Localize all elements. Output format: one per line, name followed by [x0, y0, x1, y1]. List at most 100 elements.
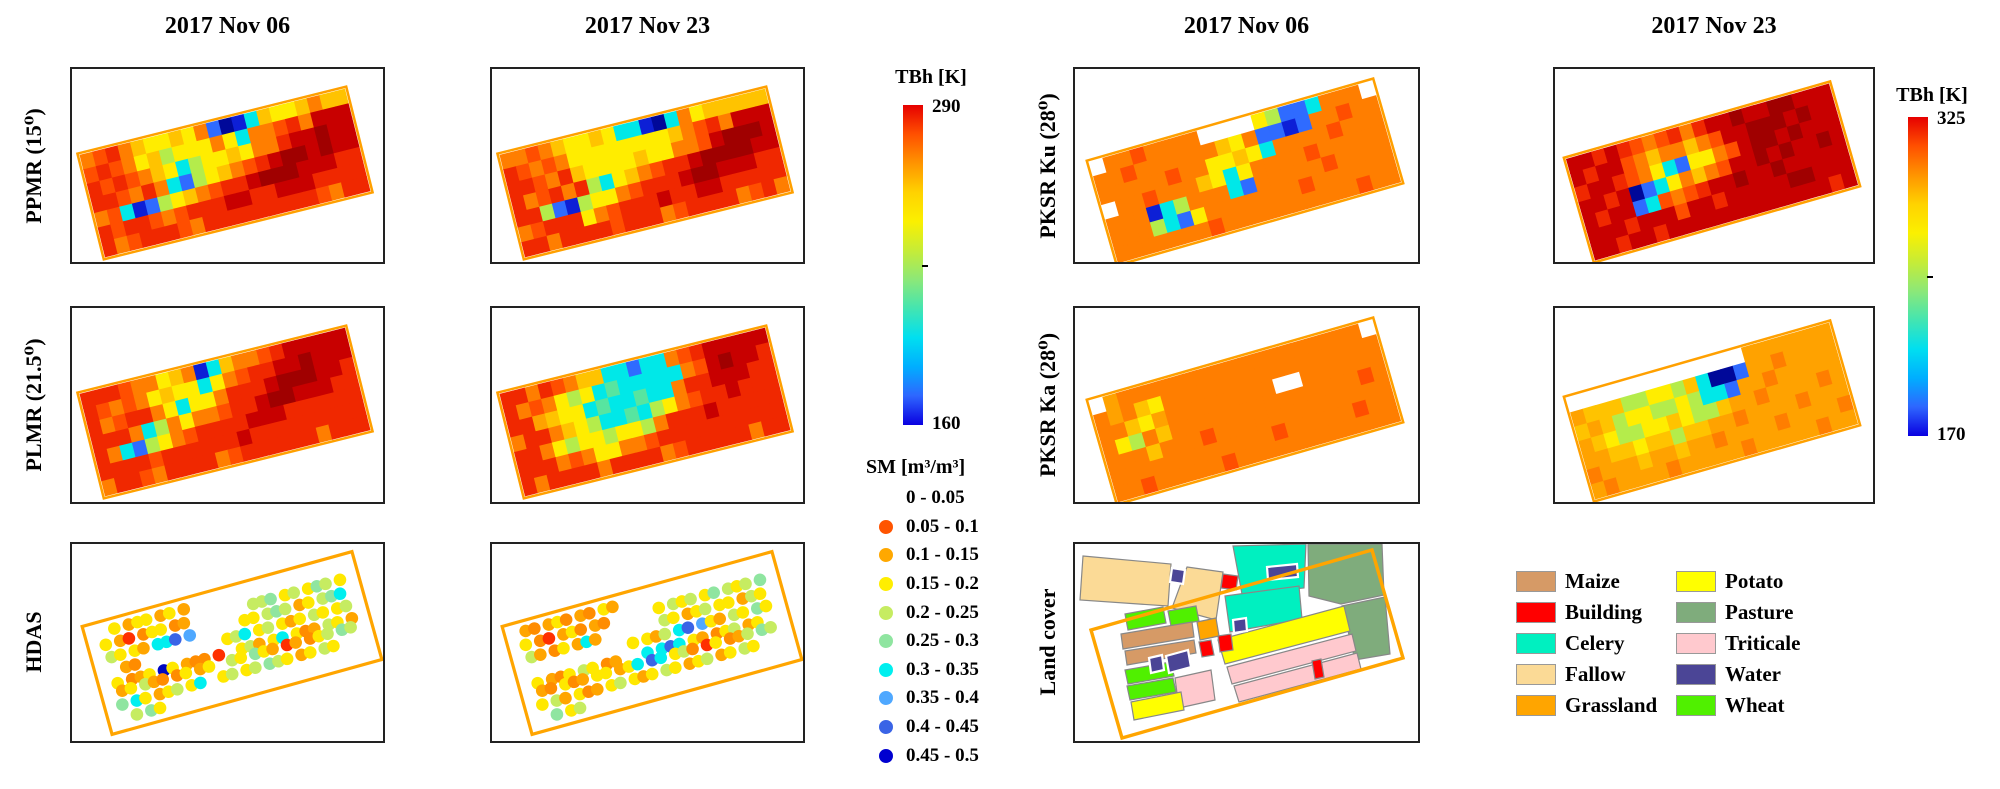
heat-cell — [1234, 448, 1254, 468]
sm-dot — [264, 592, 277, 606]
heat-cell — [1578, 151, 1596, 171]
heat-cell — [1699, 387, 1717, 406]
sm-class-dot-icon — [879, 605, 893, 620]
heat-cell — [252, 440, 270, 459]
heat-cell — [102, 192, 120, 211]
heat-cell — [1235, 401, 1255, 421]
heat-cell — [257, 168, 275, 188]
heat-cell — [234, 128, 252, 147]
heat-cell — [522, 431, 540, 450]
heat-cell — [1703, 209, 1721, 229]
heat-cell — [715, 398, 733, 417]
heat-cell — [1106, 168, 1125, 188]
heat-cell — [1167, 228, 1186, 248]
heat-cell — [198, 199, 216, 218]
sm-dot — [759, 599, 773, 613]
heat-cell — [290, 191, 308, 211]
heat-cell — [1836, 155, 1854, 175]
landcover-region-fallow — [1079, 555, 1172, 607]
heat-cell — [1342, 178, 1361, 198]
sm-legend-entry: 0 - 0.05 — [879, 484, 979, 513]
heat-cell — [1207, 217, 1227, 237]
heat-cell — [1289, 147, 1308, 167]
heat-cell — [1628, 184, 1646, 203]
heat-cell — [1106, 407, 1125, 427]
heat-cell — [1214, 137, 1233, 157]
sm-dot — [741, 627, 754, 641]
rotated-swath — [1085, 315, 1405, 502]
heat-cell — [284, 115, 302, 135]
heat-cell — [135, 214, 153, 234]
heat-cell — [1819, 144, 1838, 164]
sm-dot — [576, 673, 590, 686]
heat-cell — [139, 468, 157, 487]
heat-cell — [245, 411, 263, 430]
heat-cell — [1118, 211, 1138, 231]
heat-cell — [236, 428, 254, 448]
heat-cell — [1142, 381, 1162, 401]
heat-cell — [349, 161, 367, 180]
heat-cell — [652, 175, 670, 194]
heat-cell — [1736, 376, 1755, 396]
heat-cell — [1343, 131, 1362, 151]
heat-cell — [1603, 144, 1621, 164]
landcover-region-triticale — [1226, 633, 1357, 685]
heat-cell — [266, 390, 284, 409]
heat-cell — [1330, 135, 1349, 155]
heat-cell — [1807, 387, 1825, 407]
heat-cell — [1257, 187, 1276, 207]
heat-cell — [1636, 405, 1655, 424]
heat-cell — [137, 168, 155, 187]
heat-cell — [1317, 92, 1336, 112]
heat-cell — [645, 146, 663, 165]
heat-cell — [1670, 379, 1688, 399]
landcover-class-label: Wheat — [1725, 693, 1785, 717]
heat-cell — [349, 400, 367, 419]
tb-heatmap-plot — [495, 324, 795, 500]
sm-dot — [327, 639, 340, 653]
heat-cell — [187, 155, 205, 174]
heat-cell — [1253, 412, 1272, 432]
heat-cell — [1586, 466, 1604, 486]
heat-cell — [683, 136, 701, 156]
heat-cell — [1803, 372, 1821, 392]
heat-cell — [557, 168, 575, 187]
heat-cell — [634, 210, 652, 230]
heat-cell — [549, 377, 567, 397]
sm-class-range: 0.3 - 0.35 — [906, 658, 979, 680]
heat-cell — [1690, 452, 1709, 471]
landcover-legend-item: Maize — [1516, 569, 1676, 594]
heat-cell — [1092, 411, 1112, 431]
heat-cell — [1624, 169, 1642, 189]
heat-cell — [688, 343, 706, 362]
heat-cell — [342, 132, 360, 151]
heat-cell — [324, 406, 342, 426]
heat-cell — [317, 138, 335, 158]
heat-cell — [732, 170, 750, 190]
heat-cell — [313, 124, 331, 143]
heat-cell — [1715, 444, 1734, 464]
heat-cell — [1828, 412, 1846, 432]
heat-cell — [1149, 218, 1169, 238]
heat-cell — [293, 98, 311, 117]
sm-dot — [122, 632, 136, 645]
heat-cell — [703, 162, 721, 182]
heat-cell — [1183, 369, 1202, 389]
column-header-right-nov06: 2017 Nov 06 — [1183, 13, 1310, 39]
heat-cell — [1207, 456, 1227, 476]
heat-cell — [119, 203, 137, 222]
heat-cell — [1180, 464, 1200, 484]
heat-cell — [669, 425, 686, 445]
heat-cell — [303, 427, 321, 447]
heat-cell — [1146, 395, 1166, 415]
heat-cell — [1824, 112, 1842, 132]
heat-cell — [310, 348, 328, 367]
heat-cell — [699, 387, 717, 406]
heat-cell — [1599, 223, 1617, 243]
row-label-pksr-ku: PKSR Ku (28⁰) — [1035, 93, 1060, 239]
swath-outline — [495, 85, 795, 261]
row-label-landcover: Land cover — [1035, 588, 1060, 696]
heat-cell — [92, 387, 110, 406]
heat-cell — [503, 405, 521, 424]
heat-cell — [690, 404, 708, 424]
